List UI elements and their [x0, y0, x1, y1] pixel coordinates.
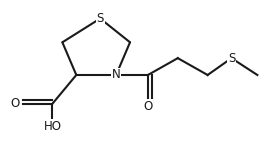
Text: N: N: [112, 69, 121, 82]
Text: O: O: [143, 100, 152, 113]
Text: S: S: [228, 52, 235, 65]
Text: HO: HO: [43, 120, 61, 133]
Text: O: O: [10, 97, 19, 110]
Text: S: S: [96, 12, 104, 25]
